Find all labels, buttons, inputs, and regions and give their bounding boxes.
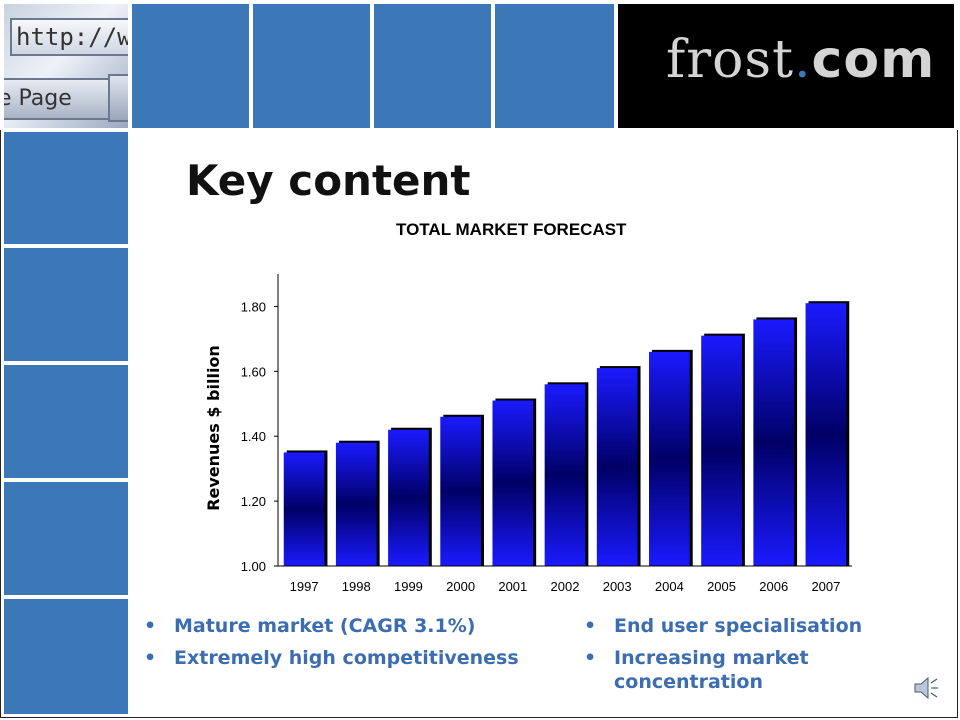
bar-2003 — [596, 368, 638, 566]
x-tick-label: 2006 — [759, 579, 788, 594]
header-tile-1 — [132, 4, 249, 128]
y-tick-label: 1.80 — [241, 299, 266, 314]
bar-2007 — [805, 303, 847, 566]
header-bar: http://wv e Page frost.com — [0, 0, 960, 130]
slide-title: Key content — [186, 156, 471, 205]
y-tick-label: 1.60 — [241, 364, 266, 379]
header-tile-2 — [253, 4, 370, 128]
x-tick-label: 1998 — [342, 579, 371, 594]
bar-2005 — [701, 335, 742, 566]
bullet-list-right: End user specialisation Increasing marke… — [584, 614, 894, 702]
bullet-item: Mature market (CAGR 3.1%) — [144, 614, 564, 638]
x-tick-label: 2007 — [811, 579, 840, 594]
bar-1998 — [335, 442, 377, 566]
brand-box — [618, 4, 954, 128]
bar-1997 — [283, 452, 325, 566]
speaker-icon[interactable] — [912, 674, 940, 702]
bar-2004 — [649, 351, 690, 566]
chart-title: TOTAL MARKET FORECAST — [396, 220, 627, 239]
bullet-item: End user specialisation — [584, 614, 894, 638]
page-button: e Page — [4, 78, 110, 120]
x-tick-label: 2003 — [603, 579, 632, 594]
x-tick-label: 2004 — [655, 579, 684, 594]
x-tick-label: 2000 — [446, 579, 475, 594]
bullet-item: Extremely high competitiveness — [144, 646, 564, 670]
brand-name-part2: com — [811, 30, 936, 90]
bullet-item: Increasing market concentration — [584, 646, 894, 694]
bar-2002 — [544, 384, 586, 566]
url-box: http://wv — [10, 18, 128, 56]
header-tile-4 — [495, 4, 614, 128]
y-axis-label: Revenues $ billion — [204, 345, 223, 511]
bar-2006 — [753, 319, 795, 566]
side-tile-4 — [4, 482, 128, 595]
x-tick-label: 2002 — [551, 579, 580, 594]
side-tile-3 — [4, 365, 128, 478]
bars-group — [283, 301, 850, 566]
y-tick-label: 1.00 — [241, 559, 266, 574]
y-tick-label: 1.20 — [241, 494, 266, 509]
x-ticks: 1997 1998 1999 2000 2001 2002 2003 2004 2005 2006… — [290, 579, 841, 594]
bullet-list-left: Mature market (CAGR 3.1%) Extremely high… — [144, 614, 564, 678]
bar-2000 — [440, 416, 481, 566]
header-tile-3 — [374, 4, 491, 128]
side-tile-2 — [4, 248, 128, 361]
bar-2001 — [492, 400, 534, 566]
page-tab — [108, 74, 128, 122]
x-tick-label: 1997 — [290, 579, 319, 594]
x-tick-label: 2001 — [498, 579, 527, 594]
x-tick-label: 1999 — [394, 579, 423, 594]
brand-dot: . — [794, 30, 812, 90]
side-tile-1 — [4, 132, 128, 244]
y-ticks: 1.00 1.20 1.40 1.60 1.80 — [241, 299, 278, 574]
side-tile-5 — [4, 599, 128, 714]
x-tick-label: 2005 — [707, 579, 736, 594]
brand-name-part1: frost — [666, 30, 794, 90]
browser-thumbnail-image: http://wv e Page — [4, 4, 128, 128]
brand-logo: frost.com — [666, 30, 935, 90]
bar-1999 — [388, 429, 429, 566]
y-tick-label: 1.40 — [241, 429, 266, 444]
